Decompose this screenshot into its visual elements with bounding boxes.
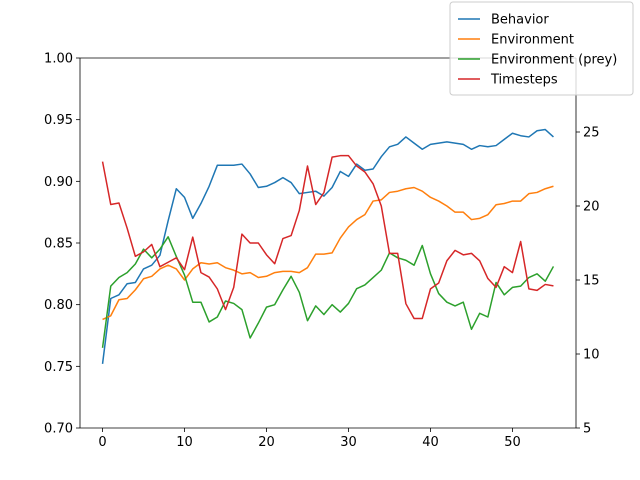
x-tick-label: 10 <box>176 435 193 450</box>
x-tick-label: 0 <box>98 435 106 450</box>
x-tick-label: 30 <box>340 435 357 450</box>
y2-tick-label: 10 <box>583 348 600 363</box>
y2-tick-label: 20 <box>583 200 600 215</box>
series-line-0 <box>101 128 554 364</box>
y-tick-label: 0.85 <box>44 237 73 252</box>
y-tick-label: 0.80 <box>44 298 73 313</box>
axes: 0 10 20 30 40 50 0.70 0.75 0.80 0.85 0.90 0.95 1.00 5… <box>44 52 600 451</box>
series-line-1 <box>102 185 554 321</box>
legend-label-1: Environment <box>491 33 574 48</box>
y2-tick-label: 5 <box>583 422 591 437</box>
x-tick-label: 50 <box>504 435 521 450</box>
y-tick-label: 0.75 <box>44 360 73 375</box>
legend-box <box>449 1 634 96</box>
legend: Behavior Environment Environment (prey) Tim… <box>449 1 634 96</box>
legend-label-3: Timesteps <box>490 73 558 88</box>
y-tick-label: 1.00 <box>44 52 73 67</box>
x-tick-label: 20 <box>258 435 275 450</box>
plot-area <box>101 128 555 364</box>
y2-tick-label: 15 <box>583 274 600 289</box>
y-tick-label: 0.95 <box>44 113 73 128</box>
y-tick-label: 0.90 <box>44 175 73 190</box>
y-tick-label: 0.70 <box>44 422 73 437</box>
series-line-3 <box>101 154 554 320</box>
legend-label-2: Environment (prey) <box>491 53 617 68</box>
legend-label-0: Behavior <box>491 13 549 28</box>
x-tick-label: 40 <box>422 435 439 450</box>
y2-tick-label: 25 <box>583 126 600 141</box>
